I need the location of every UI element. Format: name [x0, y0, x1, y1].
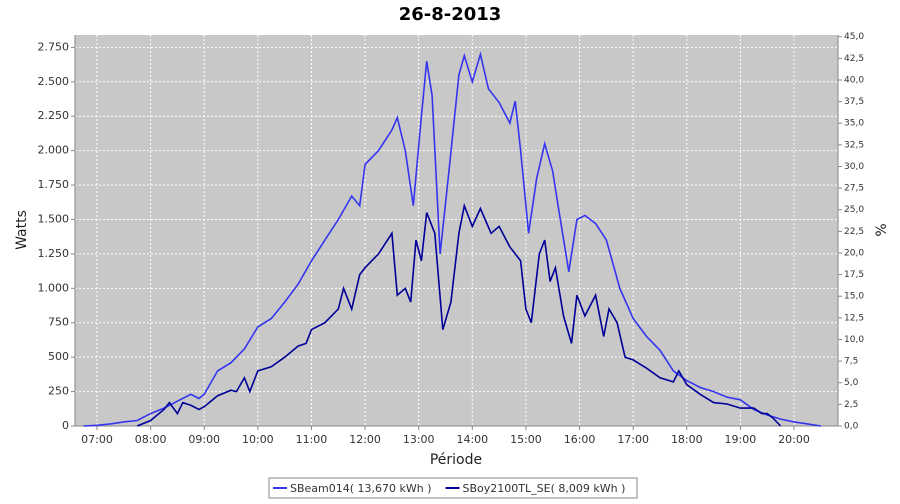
y-tick-label: 2.750: [38, 40, 70, 53]
x-tick-label: 14:00: [456, 433, 488, 446]
y-tick-label: 250: [48, 385, 69, 398]
legend-label: SBoy2100TL_SE( 8,009 kWh ): [463, 482, 626, 495]
x-tick-label: 20:00: [778, 433, 810, 446]
x-tick-label: 08:00: [135, 433, 167, 446]
y-tick-label: 1.250: [38, 247, 70, 260]
y-tick-label: 1.500: [38, 212, 70, 225]
x-tick-label: 11:00: [296, 433, 328, 446]
y2-tick-label: 17,5: [844, 270, 864, 280]
series-line: [136, 202, 782, 427]
series-line: [83, 51, 821, 427]
y-tick-label: 500: [48, 350, 69, 363]
x-axis-label: Période: [430, 452, 482, 468]
y2-tick-label: 37,5: [844, 97, 864, 107]
y2-tick-label: 2,5: [844, 400, 858, 410]
y2-tick-label: 0,0: [844, 422, 859, 432]
y2-axis-label: %: [874, 223, 890, 236]
y2-tick-label: 42,5: [844, 54, 864, 64]
y2-tick-label: 5,0: [844, 378, 859, 388]
y2-tick-label: 27,5: [844, 184, 864, 194]
y2-tick-label: 22,5: [844, 227, 864, 237]
y2-tick-label: 32,5: [844, 140, 864, 150]
y-tick-label: 2.250: [38, 109, 70, 122]
y2-tick-label: 15,0: [844, 292, 864, 302]
y2-tick-label: 30,0: [844, 162, 864, 172]
y-tick-label: 2.500: [38, 75, 70, 88]
x-tick-label: 09:00: [188, 433, 220, 446]
y-tick-label: 0: [62, 419, 69, 432]
y2-tick-label: 10,0: [844, 335, 864, 345]
y2-tick-label: 25,0: [844, 205, 864, 215]
x-tick-label: 13:00: [403, 433, 435, 446]
x-tick-label: 19:00: [725, 433, 757, 446]
x-tick-label: 07:00: [81, 433, 113, 446]
y2-tick-label: 20,0: [844, 248, 864, 258]
y2-tick-label: 35,0: [844, 119, 864, 129]
y2-tick-label: 40,0: [844, 75, 864, 85]
y-tick-label: 2.000: [38, 144, 70, 157]
y-tick-label: 1.000: [38, 281, 70, 294]
y2-tick-label: 7,5: [844, 357, 858, 367]
x-tick-label: 18:00: [671, 433, 703, 446]
chart-title: 26-8-2013: [399, 4, 502, 25]
y2-tick-label: 12,5: [844, 313, 864, 323]
x-tick-label: 16:00: [564, 433, 596, 446]
y-tick-label: 750: [48, 316, 69, 329]
y-tick-label: 1.750: [38, 178, 70, 191]
x-tick-label: 17:00: [617, 433, 649, 446]
x-tick-label: 12:00: [349, 433, 381, 446]
legend-label: SBeam014( 13,670 kWh ): [290, 482, 432, 495]
x-tick-label: 10:00: [242, 433, 274, 446]
y2-tick-label: 45,0: [844, 32, 864, 42]
y-axis-label: Watts: [14, 210, 30, 250]
x-tick-label: 15:00: [510, 433, 542, 446]
